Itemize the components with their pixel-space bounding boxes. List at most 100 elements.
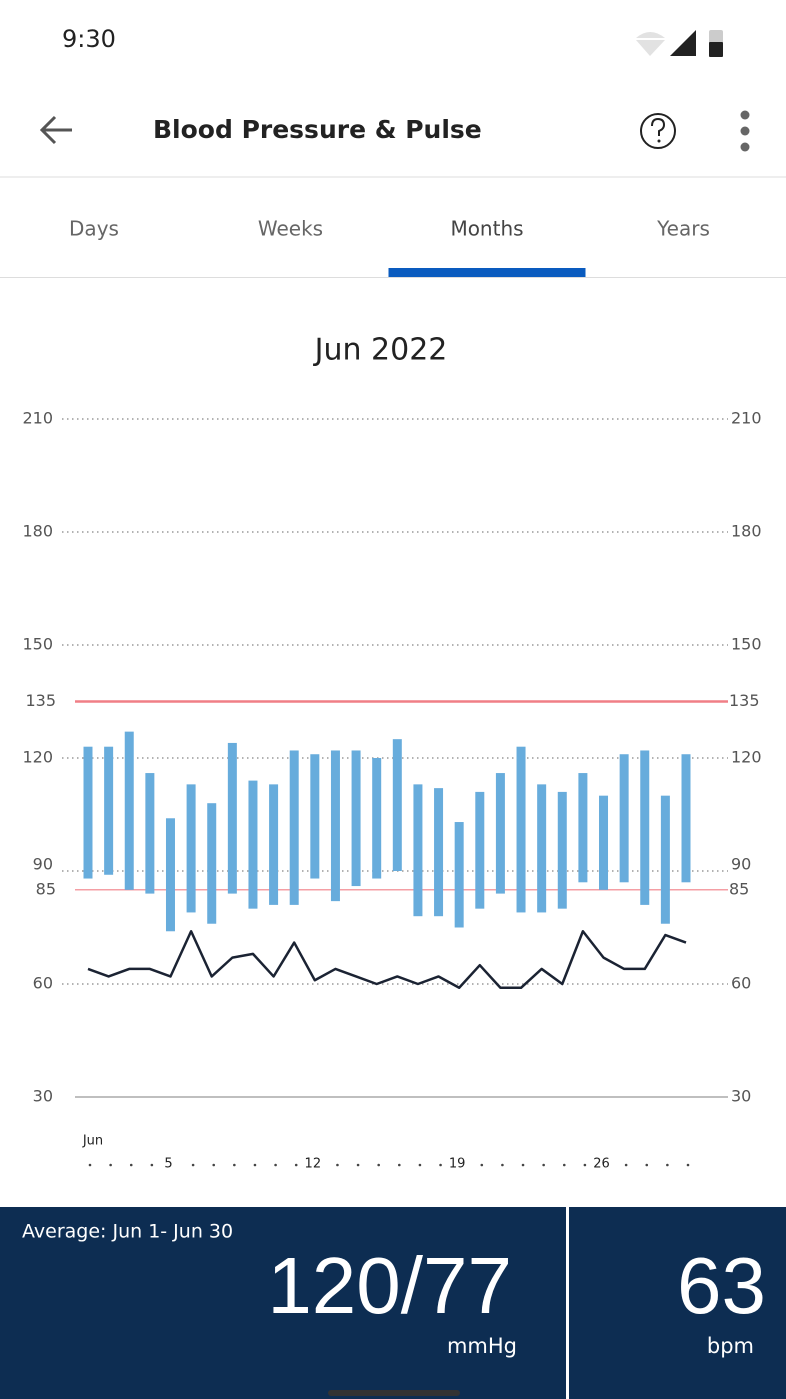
chart-title: Jun 2022	[313, 333, 448, 368]
pressure-bar	[434, 788, 444, 917]
x-tick-dot	[645, 1163, 649, 1167]
wifi-icon	[636, 32, 665, 56]
y-tick-label: 180	[22, 522, 53, 541]
pressure-bar	[83, 746, 93, 879]
help-button[interactable]	[640, 113, 676, 149]
x-tick-dot	[480, 1163, 484, 1167]
menu-dot	[740, 142, 750, 152]
pressure-bar	[413, 784, 423, 917]
reference-label: 135	[729, 691, 760, 710]
pressure-bar	[207, 803, 217, 924]
summary-label: Average: Jun 1- Jun 30	[22, 1221, 233, 1243]
x-tick-dot	[274, 1163, 277, 1167]
pressure-bar	[330, 750, 340, 902]
menu-dot	[740, 126, 750, 136]
summary-panel	[0, 1207, 786, 1399]
pressure-bar	[289, 750, 299, 905]
y-tick-label: 120	[22, 748, 53, 767]
y2-tick-label: 150	[731, 635, 762, 654]
tab[interactable]: Weeks	[258, 217, 323, 241]
x-tick-dot	[666, 1163, 669, 1167]
x-tick-label: 26	[593, 1157, 610, 1172]
tab[interactable]: Months	[450, 217, 523, 241]
pressure-bar	[145, 773, 155, 894]
pressure-bar	[104, 746, 114, 875]
y-tick-label: 150	[22, 635, 53, 654]
pressure-bar	[557, 791, 567, 909]
x-tick-dot	[398, 1163, 401, 1167]
x-tick-label: 5	[164, 1157, 172, 1172]
x-tick-dot	[233, 1163, 236, 1167]
pressure-bar	[392, 739, 402, 871]
pressure-bar	[660, 795, 670, 924]
x-tick-dot	[439, 1163, 442, 1167]
pressure-bar	[227, 742, 237, 894]
pressure-bar	[351, 750, 361, 887]
app-title: Blood Pressure & Pulse	[153, 115, 482, 144]
x-tick-dot	[253, 1163, 257, 1167]
pressure-bar	[599, 795, 609, 890]
x-tick-dot	[129, 1163, 133, 1167]
help-dot	[657, 139, 661, 143]
app-bar-divider	[0, 176, 786, 178]
y-tick-label: 210	[22, 409, 53, 428]
pressure-bar	[454, 822, 464, 928]
back-button[interactable]	[39, 115, 72, 145]
summary-divider	[566, 1207, 569, 1399]
x-tick-label: 12	[305, 1157, 322, 1172]
y2-tick-label: 30	[731, 1087, 751, 1106]
signal-icon	[670, 30, 696, 56]
x-tick-dot	[562, 1163, 566, 1167]
pulse-value: 63	[677, 1241, 766, 1330]
pressure-bar	[619, 754, 629, 883]
tab[interactable]: Years	[656, 217, 710, 241]
pressure-bar	[186, 784, 196, 913]
pressure-bar	[310, 754, 320, 879]
pressure-bar	[269, 784, 279, 905]
x-tick-dot	[109, 1163, 112, 1167]
x-tick-dot	[418, 1163, 422, 1167]
x-tick-dot	[501, 1163, 504, 1167]
x-tick-label: 19	[449, 1157, 466, 1172]
x-tick-dot	[583, 1163, 587, 1167]
pressure-bar	[495, 773, 505, 894]
pressure-bar	[372, 758, 382, 879]
battery-level	[709, 42, 723, 57]
tab-bar: Days Weeks Months Years	[69, 217, 710, 277]
more-button[interactable]	[740, 110, 750, 152]
help-circle	[640, 113, 676, 149]
status-time: 9:30	[62, 25, 116, 53]
pulse-line	[87, 930, 687, 990]
pressure-bar	[681, 754, 691, 883]
pulse-unit: bpm	[707, 1334, 754, 1358]
home-indicator	[328, 1390, 460, 1396]
reference-label: 135	[25, 691, 56, 710]
y-tick-label: 90	[33, 855, 53, 874]
y2-tick-label: 90	[731, 855, 751, 874]
blood-pressure-unit: mmHg	[447, 1334, 517, 1358]
y-tick-label: 60	[33, 974, 53, 993]
pressure-bar	[578, 773, 588, 883]
x-tick-dot	[542, 1163, 545, 1167]
y2-tick-label: 180	[731, 522, 762, 541]
x-tick-dot	[377, 1163, 380, 1167]
x-tick-dot	[212, 1163, 216, 1167]
x-tick-dot	[336, 1163, 339, 1167]
menu-dot	[740, 110, 750, 120]
x-tick-dot	[150, 1163, 154, 1167]
x-tick-dot	[294, 1163, 298, 1167]
y2-tick-label: 210	[731, 409, 762, 428]
pressure-bar	[516, 746, 526, 913]
x-tick-dot	[686, 1163, 690, 1167]
pressure-bar	[248, 780, 258, 909]
tab-divider	[0, 277, 786, 278]
blood-pressure-value: 120/77	[267, 1241, 512, 1330]
reference-label: 85	[729, 879, 749, 898]
x-tick-dot	[356, 1163, 360, 1167]
tab[interactable]: Days	[69, 217, 119, 241]
pressure-bar	[165, 818, 175, 932]
x-tick-dot	[624, 1163, 628, 1167]
reference-label: 85	[36, 879, 56, 898]
